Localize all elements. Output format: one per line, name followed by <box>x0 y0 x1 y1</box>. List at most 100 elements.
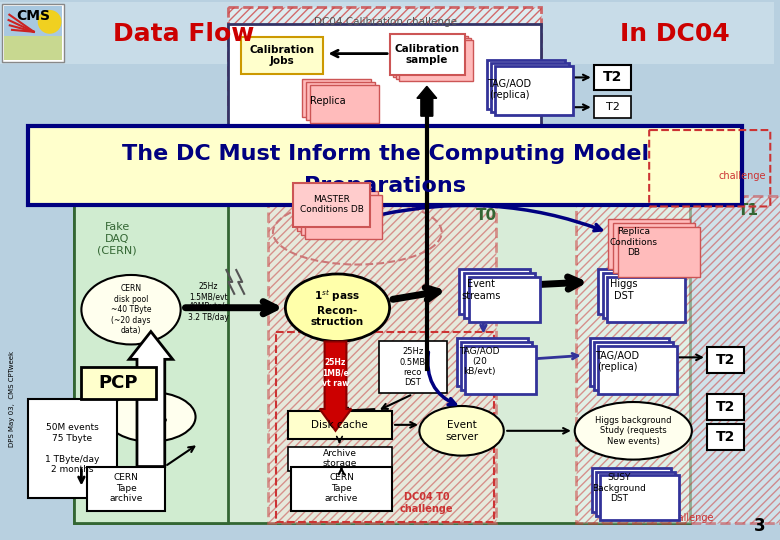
Bar <box>613 224 695 273</box>
Text: Higgs background
Study (requests
New events): Higgs background Study (requests New eve… <box>595 416 672 446</box>
Text: Calibration
Jobs: Calibration Jobs <box>250 45 314 66</box>
Text: CERN
disk pool
~40 TByte
(~20 days
data): CERN disk pool ~40 TByte (~20 days data) <box>111 285 151 335</box>
Bar <box>390 34 465 76</box>
Bar <box>602 273 680 318</box>
Bar <box>4 6 62 59</box>
Bar <box>0 2 775 64</box>
Bar <box>268 206 496 523</box>
Text: In DC04: In DC04 <box>620 22 730 46</box>
Text: MASTER
Conditions DB: MASTER Conditions DB <box>300 195 363 214</box>
Bar <box>292 183 370 227</box>
Text: SUSY
Background
DST: SUSY Background DST <box>593 474 647 503</box>
FancyArrow shape <box>129 332 172 467</box>
Bar <box>460 342 532 390</box>
Bar <box>4 36 62 59</box>
Bar <box>596 471 675 516</box>
Bar <box>707 347 744 373</box>
Bar <box>229 7 541 126</box>
Bar <box>459 269 530 314</box>
Bar <box>297 187 374 231</box>
Text: Event
streams: Event streams <box>462 279 501 301</box>
Text: DC04 T0
challenge: DC04 T0 challenge <box>400 492 454 514</box>
Bar <box>28 399 117 498</box>
Bar <box>456 339 528 386</box>
Bar <box>399 40 473 82</box>
Bar <box>594 64 631 90</box>
Bar <box>28 126 743 206</box>
Bar <box>591 468 671 512</box>
Text: T2: T2 <box>605 102 619 112</box>
Text: challenge: challenge <box>718 171 766 181</box>
Bar <box>463 273 535 318</box>
Text: DC04 Calibration challenge: DC04 Calibration challenge <box>314 17 456 27</box>
Bar <box>465 347 536 394</box>
Bar <box>310 85 379 123</box>
Bar <box>576 195 780 523</box>
Text: DPS May 03,  CMS CPTweek: DPS May 03, CMS CPTweek <box>9 351 15 447</box>
Bar <box>597 347 677 394</box>
Text: 25Hz
1MB/e
vt raw: 25Hz 1MB/e vt raw <box>322 359 349 388</box>
Text: TAG/AOD
(replica): TAG/AOD (replica) <box>488 78 531 100</box>
Bar <box>379 341 447 393</box>
Text: CMS: CMS <box>16 9 51 23</box>
Bar <box>74 206 690 523</box>
Text: CERN
Tape
archive: CERN Tape archive <box>324 474 358 503</box>
Text: Disk cache: Disk cache <box>311 420 368 430</box>
Bar <box>594 342 673 390</box>
Bar <box>488 59 565 109</box>
Bar <box>608 219 690 269</box>
Bar <box>306 83 375 120</box>
Bar <box>241 37 323 75</box>
Text: Higgs
DST: Higgs DST <box>610 279 637 301</box>
Ellipse shape <box>420 406 504 456</box>
Bar <box>288 411 392 438</box>
Bar <box>393 36 467 77</box>
Text: The DC Must Inform the Computing Model: The DC Must Inform the Computing Model <box>122 144 649 164</box>
Text: 3: 3 <box>753 517 765 535</box>
Text: Archive
storage: Archive storage <box>322 449 356 468</box>
Text: Replica
Conditions
DB: Replica Conditions DB <box>609 227 658 257</box>
Bar <box>707 394 744 420</box>
Bar <box>608 277 685 322</box>
Bar <box>81 367 156 399</box>
Text: Fake
DAQ
(CERN): Fake DAQ (CERN) <box>98 222 137 255</box>
Text: T2: T2 <box>716 400 736 414</box>
Bar <box>495 65 573 115</box>
Bar <box>590 339 669 386</box>
Bar <box>707 424 744 450</box>
Text: 25Hz
1.5MB/evt
40MByte/s
3.2 TB/day: 25Hz 1.5MB/evt 40MByte/s 3.2 TB/day <box>188 282 229 322</box>
Bar <box>302 79 371 117</box>
Bar <box>301 191 378 235</box>
FancyArrow shape <box>320 341 352 431</box>
Bar <box>469 277 540 322</box>
Text: challenge: challenge <box>666 513 714 523</box>
Text: CERN
Tape
archive: CERN Tape archive <box>109 474 143 503</box>
Text: T0: T0 <box>476 208 497 223</box>
Text: Replica: Replica <box>310 96 346 106</box>
Text: T2: T2 <box>716 430 736 444</box>
Ellipse shape <box>81 275 181 345</box>
Text: HLT
Filter ?: HLT Filter ? <box>135 406 167 428</box>
Bar <box>594 96 631 118</box>
Text: T2: T2 <box>716 353 736 367</box>
Text: 25Hz
0.5MB
reco
DST: 25Hz 0.5MB reco DST <box>400 347 426 387</box>
Text: TAG/AOD
(20
kB/evt): TAG/AOD (20 kB/evt) <box>459 347 500 376</box>
Bar <box>291 467 392 511</box>
Bar <box>2 4 63 62</box>
Text: TAG/AOD
(replica): TAG/AOD (replica) <box>595 350 640 372</box>
Bar <box>87 467 165 511</box>
FancyArrowPatch shape <box>427 352 456 405</box>
Ellipse shape <box>285 274 389 341</box>
Text: PCP: PCP <box>98 374 138 392</box>
Text: Preparations: Preparations <box>304 176 466 195</box>
Bar <box>619 227 700 277</box>
Bar <box>597 269 675 314</box>
Text: Calibration
sample: Calibration sample <box>395 44 459 65</box>
FancyArrow shape <box>417 86 437 116</box>
Circle shape <box>37 10 62 34</box>
Bar <box>305 194 382 239</box>
Ellipse shape <box>575 402 692 460</box>
Text: Data Flow: Data Flow <box>113 22 254 46</box>
Text: 50M events
75 Tbyte

1 TByte/day
2 months: 50M events 75 Tbyte 1 TByte/day 2 months <box>45 423 100 474</box>
Ellipse shape <box>106 392 196 442</box>
